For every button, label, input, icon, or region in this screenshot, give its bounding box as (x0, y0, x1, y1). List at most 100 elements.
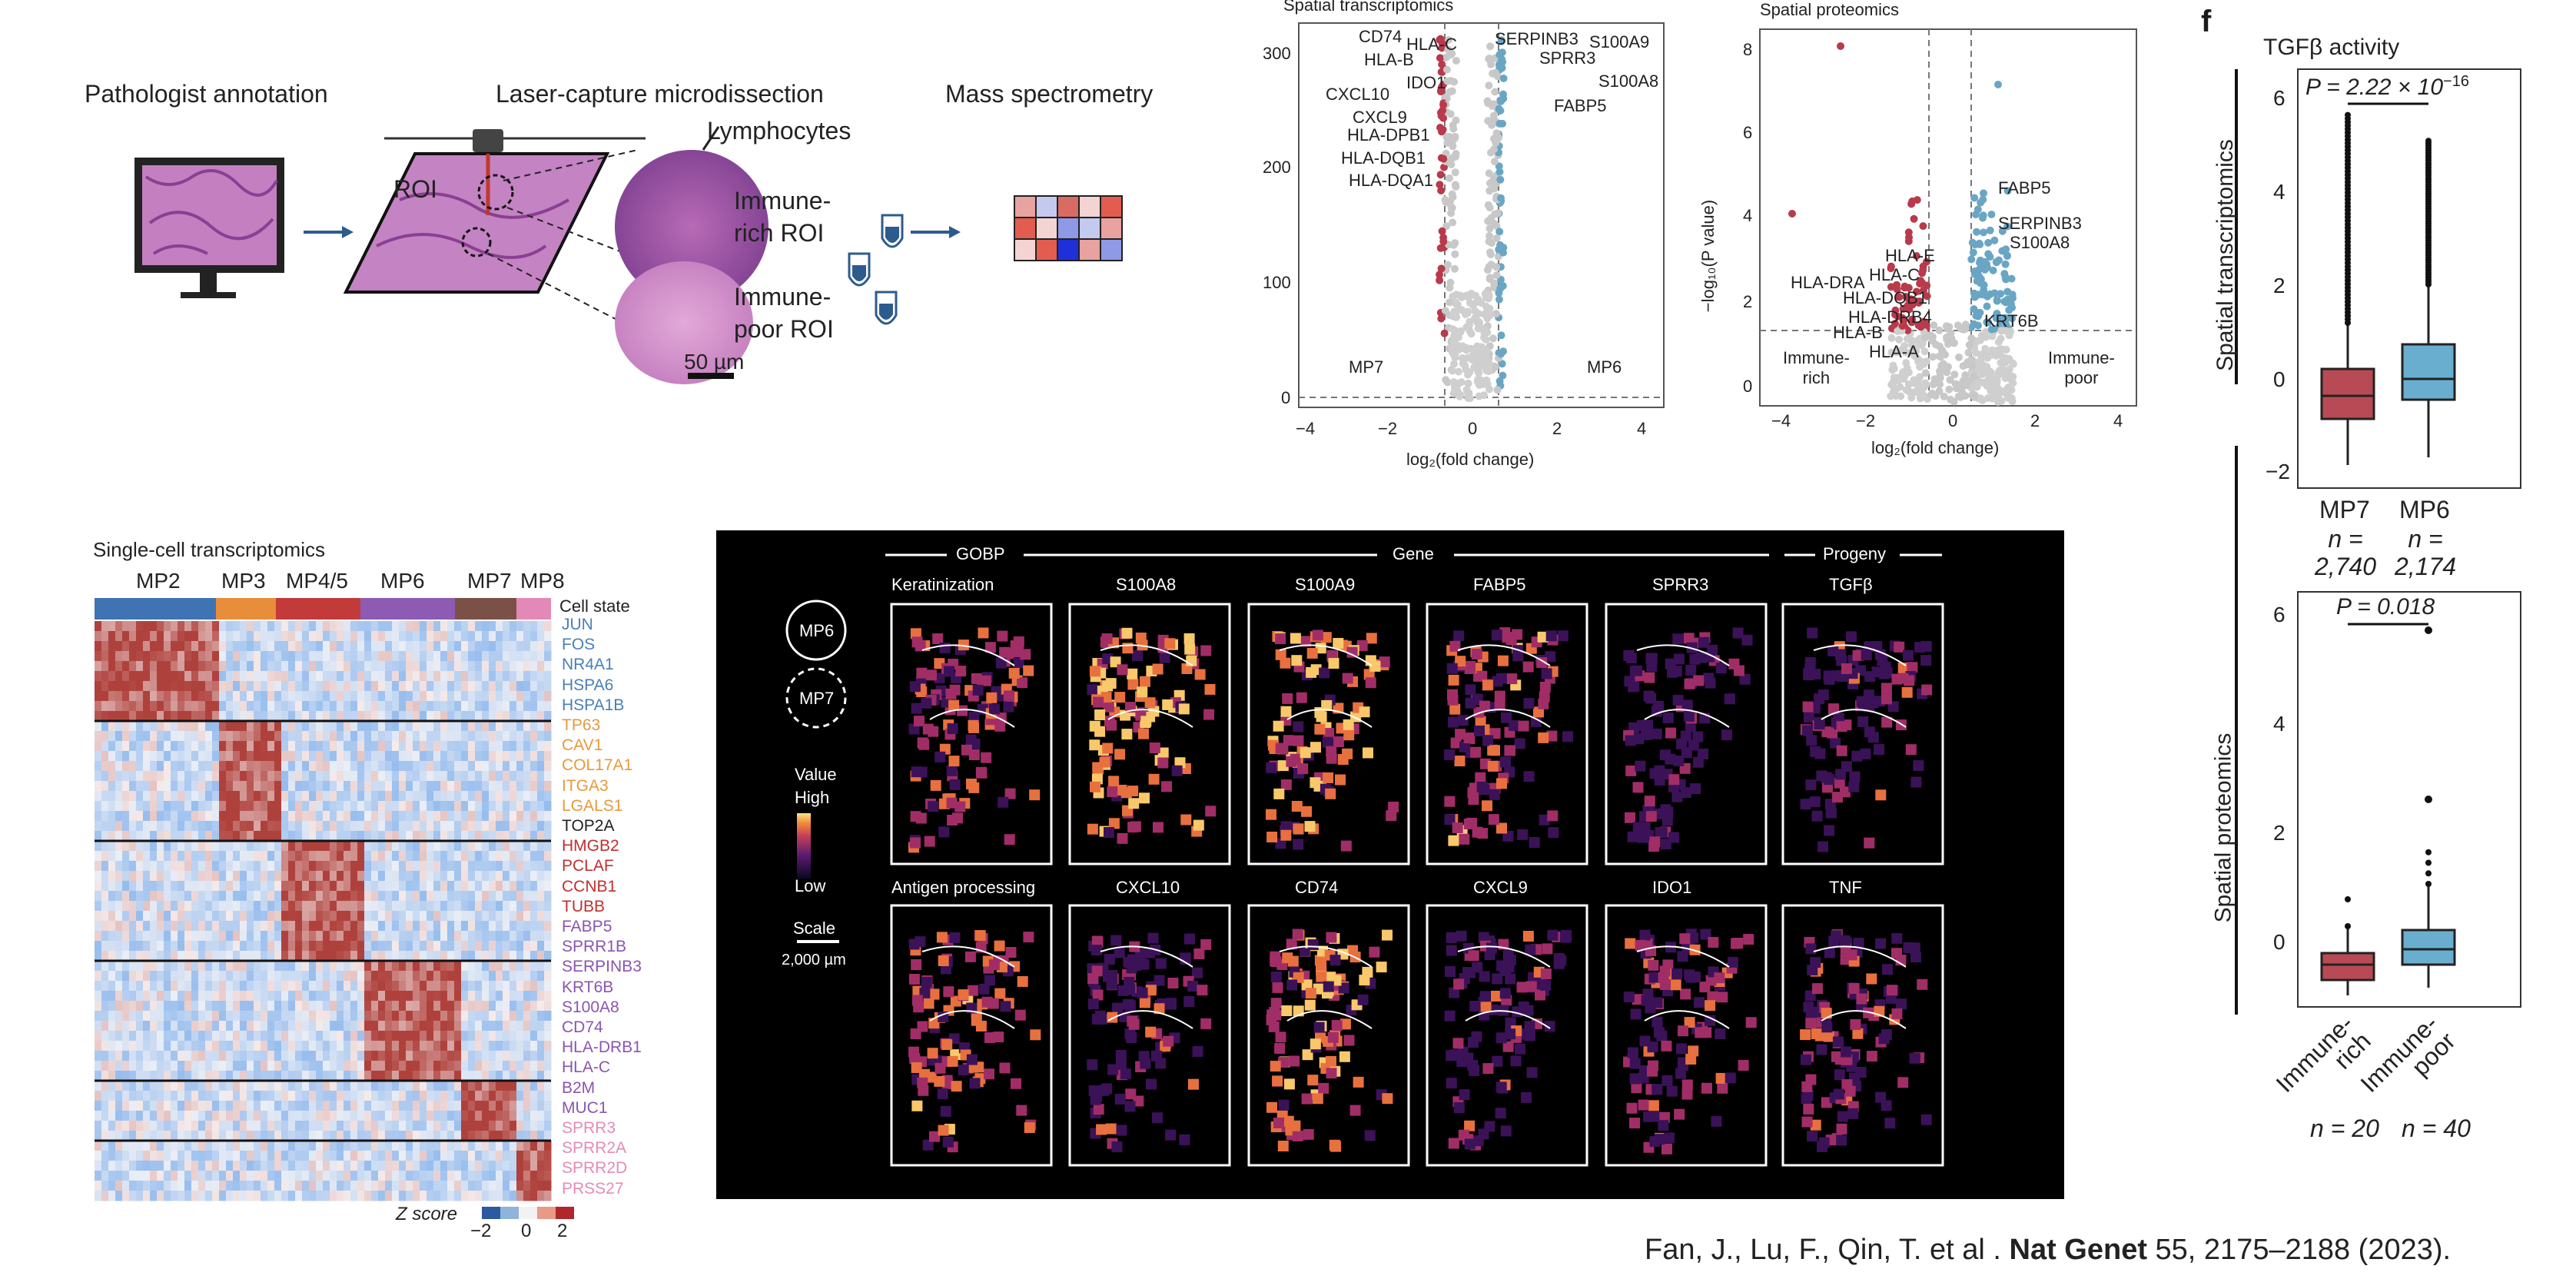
volcano-st-point (1485, 292, 1493, 301)
heatmap-cell (516, 1161, 524, 1171)
heatmap-cell (399, 871, 407, 882)
heatmap-cell (302, 761, 310, 772)
heatmap-cell (288, 1121, 296, 1131)
heatmap-cell (337, 751, 344, 762)
heatmap-cell (371, 771, 379, 782)
volcano-st-point (1452, 346, 1460, 354)
heatmap-cell (406, 881, 413, 892)
heatmap-cell (254, 951, 261, 962)
heatmap-cell (350, 921, 358, 932)
heatmap-cell (143, 981, 151, 992)
heatmap-cell (330, 961, 337, 972)
heatmap-cell (205, 771, 213, 782)
heatmap-cell (392, 851, 400, 862)
heatmap-cell (461, 1101, 469, 1111)
heatmap-cell (378, 1101, 386, 1111)
heatmap-cell (136, 1061, 144, 1071)
volcano-st-point (1437, 187, 1446, 194)
heatmap-cell (150, 851, 158, 862)
heatmap-cell (510, 1001, 517, 1012)
volcano-sp-point (1910, 214, 1918, 223)
heatmap-cell (413, 1151, 420, 1161)
heatmap-cell (516, 671, 524, 682)
heatmap-cell (413, 781, 420, 792)
heatmap-cell (226, 721, 234, 732)
heatmap-cell (281, 1131, 289, 1141)
volcano-sp-point (1909, 344, 1917, 351)
heatmap-cell (350, 1181, 358, 1191)
heatmap-cell (150, 621, 158, 632)
heatmap-cell (475, 731, 483, 742)
heatmap-cell (212, 741, 220, 752)
heatmap-cell (205, 931, 213, 942)
heatmap-cell (198, 1061, 206, 1071)
heatmap-cell (475, 631, 483, 642)
heatmap-cell (475, 1191, 483, 1201)
heatmap-cell (392, 1151, 400, 1161)
heatmap-cell (510, 851, 517, 862)
heatmap-cell (247, 841, 254, 852)
heatmap-cell (240, 791, 247, 802)
heatmap-cell (440, 1081, 448, 1091)
heatmap-cell (475, 1081, 483, 1091)
heatmap-cell (184, 911, 192, 922)
heatmap-cell (371, 671, 379, 682)
heatmap-cell (157, 801, 164, 812)
heatmap-cell (330, 1181, 337, 1191)
gene-label-ido1: IDO1 (1406, 73, 1446, 92)
heatmap-cell (240, 1151, 247, 1161)
heatmap-cell (150, 801, 158, 812)
heatmap-cell (261, 1171, 268, 1181)
immune-rich-roi-label: Immune- rich ROI (734, 187, 832, 247)
volcano-st-point (1491, 88, 1499, 96)
heatmap-cell (337, 771, 344, 782)
heatmap-cell (496, 1071, 503, 1081)
heatmap-cell (489, 1121, 496, 1131)
heatmap-cell (489, 1081, 496, 1091)
heatmap-cell (323, 931, 330, 942)
heatmap-cell (136, 701, 144, 712)
heatmap-cell (240, 831, 247, 842)
heatmap-cell (427, 941, 434, 952)
volcano-st-point (1494, 209, 1502, 218)
heatmap-cell (371, 1121, 379, 1131)
heatmap-cell (440, 781, 448, 792)
heatmap-cell (184, 771, 192, 782)
heatmap-cell (537, 761, 545, 772)
heatmap-cell (385, 791, 393, 802)
heatmap-cell (316, 891, 324, 902)
heatmap-cell (330, 791, 337, 802)
heatmap-cell (254, 861, 261, 872)
heatmap-cell (302, 811, 310, 822)
heatmap-cell (440, 631, 448, 642)
heatmap-cell (136, 921, 144, 932)
heatmap-cell (233, 691, 241, 702)
heatmap-cell (316, 941, 324, 952)
heatmap-cell (184, 851, 192, 862)
heatmap-cell (454, 991, 462, 1002)
heatmap-cell (350, 971, 358, 982)
heatmap-cell (281, 971, 289, 982)
heatmap-cell (226, 1171, 234, 1181)
heatmap-cell (178, 901, 185, 912)
heatmap-cell (233, 661, 241, 672)
heatmap-cell (420, 951, 427, 962)
boxplot-n-immune-poor: n = 40 (2402, 1115, 2471, 1142)
heatmap-cell (212, 671, 220, 682)
heatmap-cell (129, 1151, 137, 1161)
heatmap-cell (150, 1021, 158, 1032)
heatmap-cell (433, 1101, 441, 1111)
heatmap-cell (184, 1181, 192, 1191)
heatmap-cell (150, 651, 158, 662)
heatmap-cell (191, 701, 199, 712)
heatmap-cell (406, 821, 413, 832)
heatmap-cell (295, 631, 303, 642)
heatmap-cell (344, 671, 351, 682)
heatmap-cell (226, 691, 234, 702)
heatmap-cell (427, 1151, 434, 1161)
heatmap-cell (323, 871, 330, 882)
heatmap-cell (433, 781, 441, 792)
heatmap-cell (288, 1031, 296, 1041)
gene-label-hla-e: HLA-E (1885, 246, 1935, 265)
heatmap-cell (344, 701, 351, 712)
